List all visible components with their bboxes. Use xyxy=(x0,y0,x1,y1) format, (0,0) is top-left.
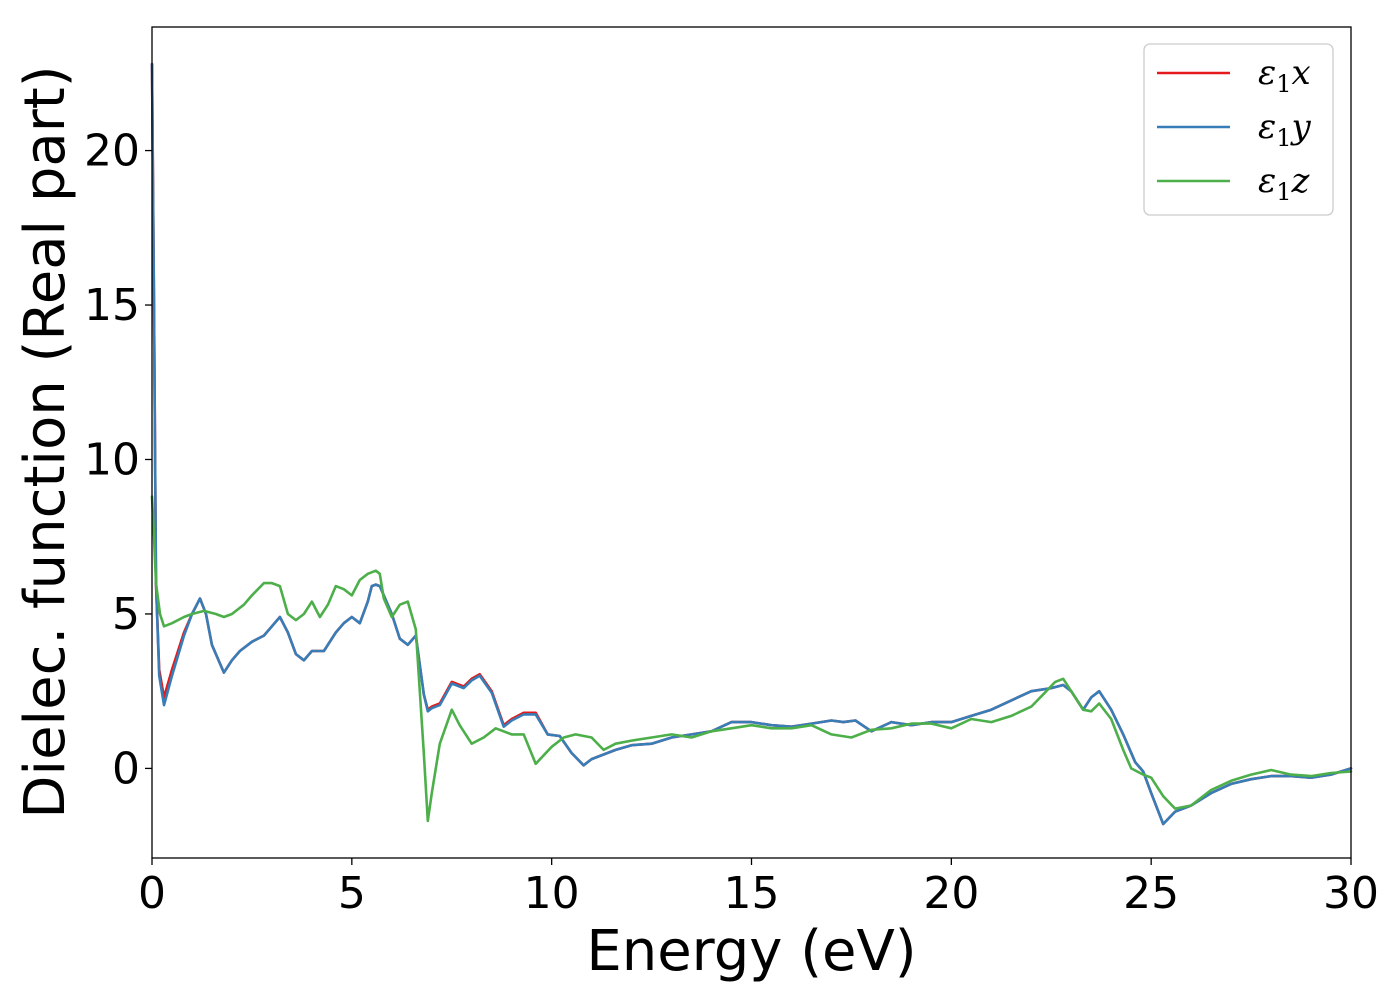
x-tick-label: 30 xyxy=(1323,868,1379,919)
x-axis-label: Energy (eV) xyxy=(586,919,916,984)
x-tick-label: 10 xyxy=(524,868,580,919)
legend-label-x: ε1x xyxy=(1258,53,1311,98)
legend-variable: y xyxy=(1290,107,1312,147)
x-tick-label: 5 xyxy=(338,868,366,919)
legend-frame xyxy=(1143,43,1334,216)
legend-subscript: 1 xyxy=(1276,178,1291,206)
y-tick-label: 20 xyxy=(84,126,140,177)
x-tick-label: 0 xyxy=(138,868,166,919)
legend-variable: x xyxy=(1292,53,1311,93)
y-tick-label: 15 xyxy=(84,280,140,331)
x-tick-label: 20 xyxy=(923,868,979,919)
y-axis-label: Dielec. function (Real part) xyxy=(13,65,78,818)
legend-label-z: ε1z xyxy=(1258,161,1311,206)
legend-subscript: 1 xyxy=(1276,70,1291,98)
legend-symbol: ε xyxy=(1258,53,1276,93)
y-axis: 0 5 10 15 20 xyxy=(84,126,152,794)
legend-subscript: 1 xyxy=(1276,124,1291,152)
y-tick-label: 10 xyxy=(84,434,140,485)
x-tick-label: 25 xyxy=(1123,868,1179,919)
series-line-z xyxy=(150,495,1353,823)
series-line-y xyxy=(150,62,1353,826)
legend-label-y: ε1y xyxy=(1258,107,1312,152)
legend-symbol: ε xyxy=(1258,161,1276,201)
legend-symbol: ε xyxy=(1258,107,1276,147)
y-tick-label: 5 xyxy=(112,589,140,640)
x-axis: 0 5 10 15 20 25 30 xyxy=(138,858,1379,919)
series-layer xyxy=(150,62,1353,826)
x-tick-label: 15 xyxy=(724,868,780,919)
legend-variable: z xyxy=(1291,161,1311,201)
y-tick-label: 0 xyxy=(112,743,140,794)
